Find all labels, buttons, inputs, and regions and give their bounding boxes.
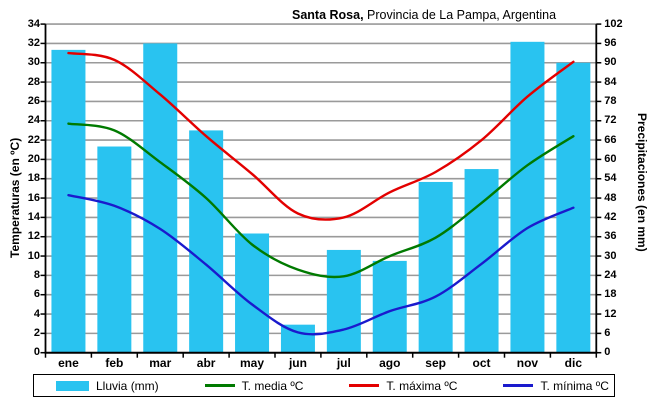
lluvia-swatch-icon: [56, 380, 89, 391]
month-label-jul: jul: [336, 356, 351, 370]
right-tick-label-96: 96: [604, 36, 617, 49]
left-tick-label-4: 4: [33, 307, 40, 320]
bar-lluvia-jun: [280, 324, 315, 353]
legend-label-maxima: T. máxima ºC: [386, 378, 458, 393]
legend-label-lluvia: Lluvia (mm): [96, 378, 159, 393]
left-tick-label-2: 2: [33, 326, 40, 339]
maxima-line-swatch-icon: [349, 384, 380, 387]
legend-item-minima: T. mínima ºC: [503, 378, 609, 393]
bar-lluvia-oct: [464, 169, 499, 353]
left-tick-label-10: 10: [27, 249, 40, 262]
left-tick-label-30: 30: [27, 56, 40, 69]
month-label-oct: oct: [472, 356, 491, 370]
month-label-abr: abr: [196, 356, 216, 370]
left-tick-label-18: 18: [27, 172, 40, 185]
media-line-swatch-icon: [204, 384, 235, 387]
left-tick-label-32: 32: [27, 36, 40, 49]
left-tick-label-14: 14: [27, 210, 40, 223]
right-tick-label-12: 12: [604, 307, 617, 320]
month-label-nov: nov: [516, 356, 539, 370]
left-tick-label-34: 34: [27, 17, 40, 30]
right-tick-label-78: 78: [604, 94, 617, 107]
left-tick-label-20: 20: [27, 152, 40, 165]
bar-lluvia-jul: [326, 249, 361, 353]
right-tick-label-72: 72: [604, 114, 617, 127]
chart-title-city: Santa Rosa,: [292, 8, 364, 22]
left-tick-label-16: 16: [27, 191, 40, 204]
line-t-m-nima-c: [67, 193, 575, 336]
right-tick-label-66: 66: [604, 133, 617, 146]
legend: Lluvia (mm) T. media ºC T. máxima ºC T. …: [33, 374, 615, 397]
chart-title-region: Provincia de La Pampa, Argentina: [363, 8, 557, 22]
bar-lluvia-may: [235, 233, 270, 353]
right-tick-label-18: 18: [604, 288, 617, 301]
legend-label-minima: T. mínima ºC: [540, 378, 609, 393]
minima-line-swatch-icon: [503, 384, 534, 387]
legend-item-media: T. media ºC: [204, 378, 304, 393]
legend-item-maxima: T. máxima ºC: [349, 379, 457, 393]
month-label-may: may: [240, 356, 265, 370]
bar-lluvia-abr: [189, 130, 224, 353]
right-tick-label-60: 60: [604, 152, 617, 165]
left-tick-label-0: 0: [33, 346, 40, 359]
month-label-mar: mar: [149, 356, 172, 370]
month-label-feb: feb: [105, 356, 124, 370]
right-tick-label-54: 54: [604, 172, 617, 185]
bar-lluvia-nov: [510, 41, 545, 353]
month-label-dic: dic: [564, 356, 582, 370]
right-tick-label-42: 42: [604, 210, 617, 223]
bar-lluvia-sep: [418, 181, 453, 353]
left-tick-label-8: 8: [33, 268, 40, 281]
right-tick-label-84: 84: [604, 75, 617, 88]
legend-label-media: T. media ºC: [241, 378, 304, 393]
month-label-sep: sep: [425, 356, 446, 370]
chart-title: Santa Rosa, Provincia de La Pampa, Argen…: [292, 8, 556, 22]
bar-lluvia-ene: [51, 49, 86, 353]
line-t-m-xima-c: [67, 51, 575, 221]
right-tick-label-24: 24: [604, 268, 617, 281]
month-label-ene: ene: [58, 356, 79, 370]
right-tick-label-30: 30: [604, 249, 617, 262]
right-tick-label-6: 6: [604, 326, 611, 339]
bar-lluvia-feb: [97, 146, 132, 353]
right-tick-label-0: 0: [604, 346, 611, 359]
left-tick-label-26: 26: [27, 94, 40, 107]
month-label-ago: ago: [379, 356, 401, 370]
bar-lluvia-mar: [143, 43, 178, 353]
right-axis-label: Precipitaciones (en mm): [635, 113, 649, 252]
left-tick-label-28: 28: [27, 75, 40, 88]
left-tick-label-24: 24: [27, 114, 40, 127]
right-tick-label-48: 48: [604, 191, 617, 204]
right-tick-label-36: 36: [604, 230, 617, 243]
line-t-media-c: [67, 122, 575, 279]
left-tick-label-12: 12: [27, 230, 40, 243]
legend-item-lluvia: Lluvia (mm): [56, 379, 159, 393]
left-tick-label-22: 22: [27, 133, 40, 146]
month-label-jun: jun: [288, 356, 307, 370]
right-tick-label-90: 90: [604, 56, 617, 69]
left-tick-label-6: 6: [33, 288, 40, 301]
right-tick-label-102: 102: [604, 17, 623, 30]
